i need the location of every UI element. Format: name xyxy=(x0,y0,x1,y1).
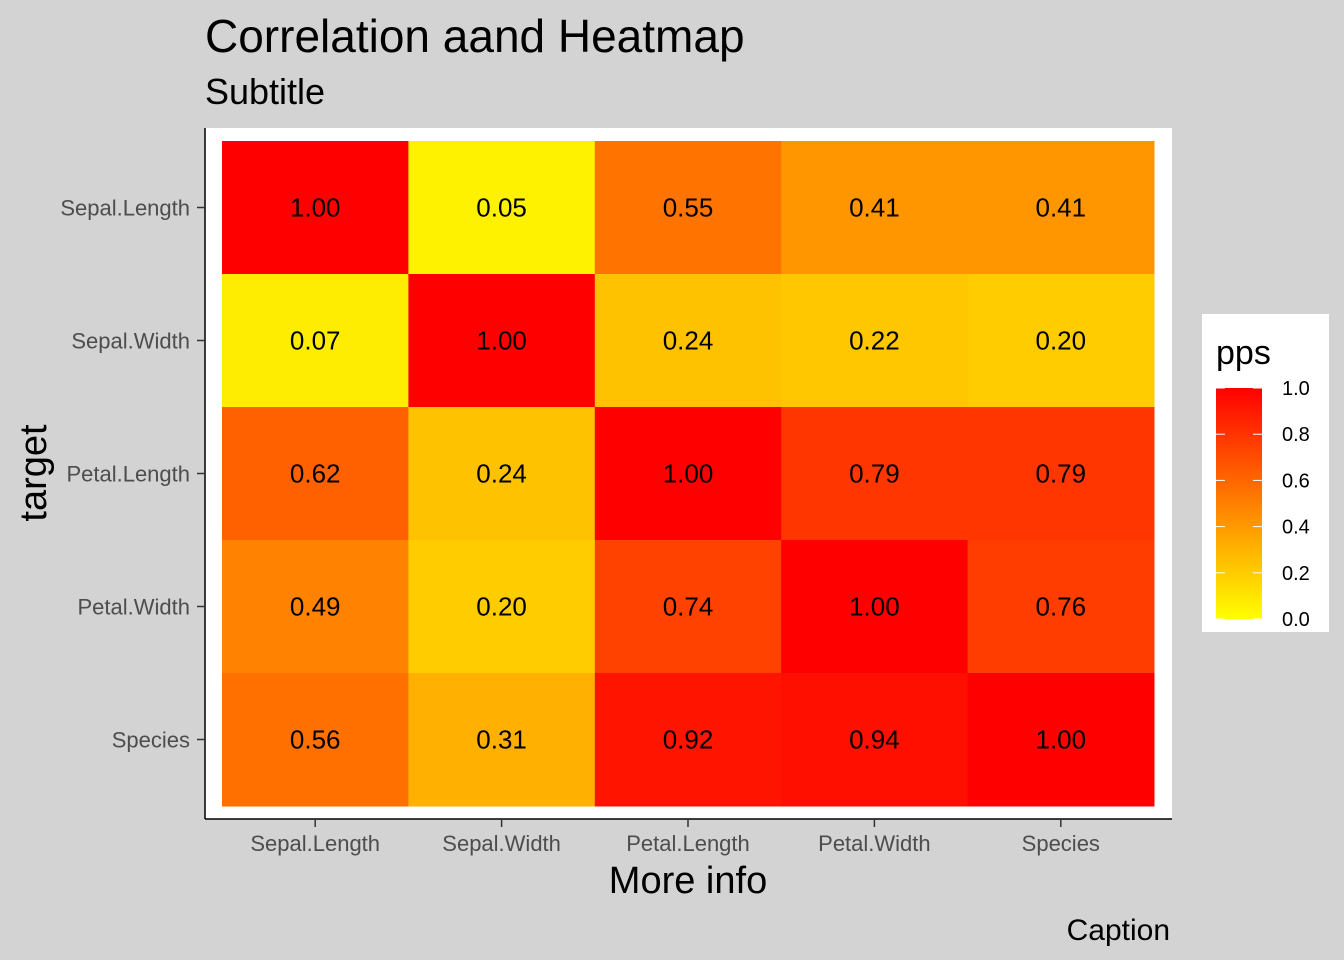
cell-value-label: 0.92 xyxy=(663,725,714,755)
heatmap-cell xyxy=(781,540,969,674)
legend-tick-label: 0.6 xyxy=(1282,470,1310,492)
cell-value-label: 0.49 xyxy=(290,592,341,622)
y-tick-label: Sepal.Width xyxy=(71,329,190,354)
cell-value-label: 0.79 xyxy=(1035,459,1086,489)
y-axis-ticks: Sepal.Length Sepal.Width Petal.Length Petal… xyxy=(60,196,205,753)
heatmap-cell xyxy=(408,274,596,408)
chart-caption: Caption xyxy=(1067,914,1170,947)
heatmap-cell xyxy=(408,673,596,807)
cell-value-label: 0.31 xyxy=(476,725,527,755)
x-tick-label: Sepal.Width xyxy=(442,831,561,856)
cell-value-label: 0.41 xyxy=(1035,193,1086,223)
x-axis-title: More info xyxy=(609,860,767,902)
legend-title: pps xyxy=(1216,334,1271,372)
x-tick-label: Species xyxy=(1022,831,1100,856)
cell-labels: 1.00 0.05 0.55 0.41 0.41 0.07 1.00 0.24 0.22 0.20… xyxy=(290,193,1086,755)
heatmap-cell xyxy=(594,274,782,408)
cell-value-label: 0.41 xyxy=(849,193,900,223)
y-tick-label: Petal.Length xyxy=(66,462,190,487)
x-tick-label: Sepal.Length xyxy=(250,831,380,856)
legend-tick-label: 0.8 xyxy=(1282,424,1310,446)
heatmap-cell xyxy=(594,407,782,541)
legend-colorbar xyxy=(1216,388,1262,619)
heatmap-cell xyxy=(967,673,1155,807)
heatmap-cell xyxy=(967,540,1155,674)
y-axis-title: target xyxy=(13,424,55,522)
heatmap-cell xyxy=(967,141,1155,275)
legend-tick-label: 0.2 xyxy=(1282,563,1310,585)
heatmap-cell xyxy=(408,540,596,674)
heatmap-cell xyxy=(222,141,409,275)
cell-value-label: 0.07 xyxy=(290,326,341,356)
cell-value-label: 1.00 xyxy=(290,193,341,223)
legend-tick-label: 0.4 xyxy=(1282,517,1310,539)
cell-value-label: 0.94 xyxy=(849,725,900,755)
heatmap-cell xyxy=(408,141,596,275)
heatmap-cell xyxy=(781,673,969,807)
heatmap-cell xyxy=(967,274,1155,408)
heatmap-cell xyxy=(222,407,409,541)
heatmap-cell xyxy=(222,274,409,408)
heatmap-cell xyxy=(781,407,969,541)
chart-subtitle: Subtitle xyxy=(205,71,325,112)
cell-value-label: 1.00 xyxy=(849,592,900,622)
heatmap-cell xyxy=(222,673,409,807)
cell-value-label: 0.20 xyxy=(1035,326,1086,356)
heatmap-cell xyxy=(594,141,782,275)
cell-value-label: 0.76 xyxy=(1035,592,1086,622)
chart-title: Correlation aand Heatmap xyxy=(205,10,745,62)
heatmap-cell xyxy=(781,141,969,275)
cell-value-label: 0.20 xyxy=(476,592,527,622)
heatmap-cells xyxy=(222,141,1155,807)
cell-value-label: 0.56 xyxy=(290,725,341,755)
cell-value-label: 0.74 xyxy=(663,592,714,622)
cell-value-label: 1.00 xyxy=(476,326,527,356)
heatmap-cell xyxy=(222,540,409,674)
x-tick-label: Petal.Width xyxy=(818,831,931,856)
x-tick-label: Petal.Length xyxy=(626,831,750,856)
legend: pps 0.0 0.2 0.4 0.6 0.8 1.0 xyxy=(1202,314,1329,632)
y-tick-label: Species xyxy=(112,728,190,753)
legend-ticks: 0.0 0.2 0.4 0.6 0.8 1.0 xyxy=(1216,378,1310,631)
cell-value-label: 0.79 xyxy=(849,459,900,489)
legend-tick-label: 0.0 xyxy=(1282,609,1310,631)
cell-value-label: 1.00 xyxy=(663,459,714,489)
heatmap-cell xyxy=(781,274,969,408)
heatmap-cell xyxy=(967,407,1155,541)
y-tick-label: Petal.Width xyxy=(78,595,191,620)
heatmap-cell xyxy=(594,673,782,807)
cell-value-label: 0.05 xyxy=(476,193,527,223)
legend-tick-label: 1.0 xyxy=(1282,378,1310,400)
x-axis-ticks: Sepal.Length Sepal.Width Petal.Length Petal… xyxy=(250,819,1100,856)
cell-value-label: 0.22 xyxy=(849,326,900,356)
cell-value-label: 0.55 xyxy=(663,193,714,223)
cell-value-label: 1.00 xyxy=(1035,725,1086,755)
cell-value-label: 0.24 xyxy=(663,326,714,356)
heatmap-cell xyxy=(408,407,596,541)
heatmap-cell xyxy=(594,540,782,674)
cell-value-label: 0.62 xyxy=(290,459,341,489)
cell-value-label: 0.24 xyxy=(476,459,527,489)
y-tick-label: Sepal.Length xyxy=(60,196,190,221)
